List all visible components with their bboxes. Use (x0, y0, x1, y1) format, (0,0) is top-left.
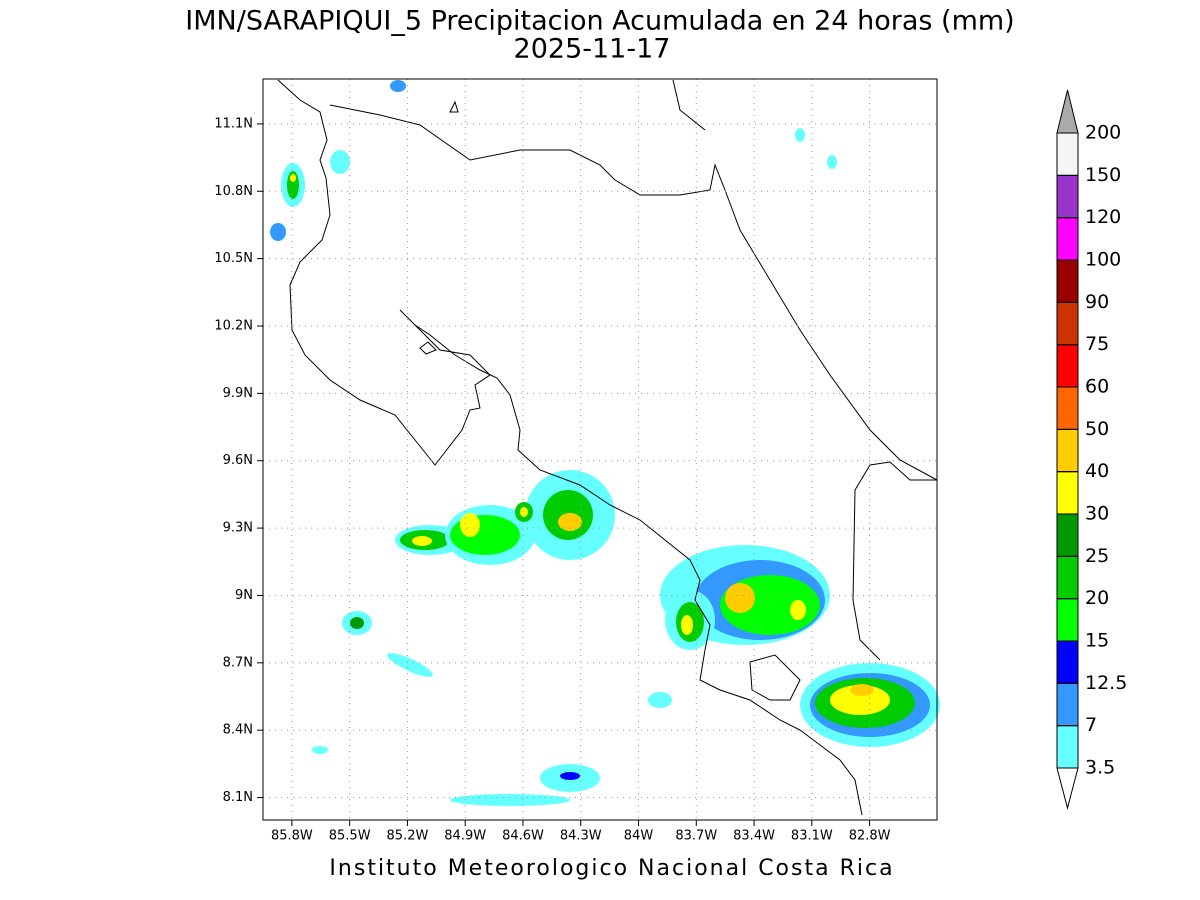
colorbar-box (1056, 640, 1079, 684)
colorbar-label: 90 (1085, 291, 1109, 313)
colorbar-box (1056, 386, 1079, 430)
y-tick-label: 9.3N (223, 521, 253, 536)
x-tick-label: 85.2W (387, 829, 429, 844)
x-tick-label: 85.5W (329, 829, 371, 844)
colorbar-box (1056, 132, 1079, 176)
colorbar-box (1056, 513, 1079, 557)
colorbar-label: 200 (1085, 122, 1121, 144)
y-tick-label: 8.4N (223, 723, 253, 738)
colorbar-label: 25 (1085, 545, 1109, 567)
y-tick-label: 8.1N (223, 790, 253, 805)
subtitle: 2025-11-17 (514, 34, 671, 65)
footer: Instituto Meteorologico Nacional Costa R… (329, 856, 894, 881)
colorbar-label: 120 (1085, 206, 1121, 228)
x-tick-label: 84.6W (502, 829, 544, 844)
colorbar-label: 150 (1085, 164, 1121, 186)
y-tick-label: 8.7N (223, 655, 253, 670)
x-tick-label: 84.9W (444, 829, 486, 844)
x-tick-label: 85.8W (271, 829, 313, 844)
x-tick-label: 83.7W (675, 829, 717, 844)
x-tick-label: 82.8W (849, 829, 891, 844)
coastlines (277, 79, 938, 816)
colorbar-box (1056, 471, 1079, 515)
colorbar-box (1056, 344, 1079, 388)
colorbar-label: 30 (1085, 503, 1109, 525)
colorbar-label: 7 (1085, 714, 1097, 736)
colorbar-box (1056, 174, 1079, 219)
colorbar-box (1056, 682, 1079, 727)
x-tick-label: 84.3W (560, 829, 602, 844)
y-tick-label: 9N (235, 588, 253, 603)
colorbar-box (1056, 555, 1079, 600)
rain-cells (270, 80, 940, 806)
colorbar-label: 3.5 (1085, 757, 1115, 779)
colorbar: 3.5 7 12.5 15 20 25 30 40 50 60 75 90 100 120 150 200 (1056, 89, 1127, 810)
colorbar-box (1056, 259, 1079, 303)
colorbar-label: 20 (1085, 587, 1109, 609)
colorbar-label: 50 (1085, 418, 1109, 440)
map-frame (262, 78, 938, 821)
title: IMN/SARAPIQUI_5 Precipitacion Acumulada … (185, 6, 1014, 37)
colorbar-arrow (1056, 767, 1079, 810)
colorbar-box (1056, 598, 1079, 642)
y-tick-label: 10.5N (214, 251, 253, 266)
colorbar-arrow (1056, 89, 1079, 134)
x-tick-label: 83.1W (791, 829, 833, 844)
colorbar-box (1056, 217, 1079, 261)
colorbar-label: 15 (1085, 630, 1109, 652)
colorbar-label: 40 (1085, 460, 1109, 482)
colorbar-box (1056, 428, 1079, 473)
colorbar-label: 60 (1085, 376, 1109, 398)
colorbar-box (1056, 725, 1079, 769)
map-axes: 85.8W 85.5W 85.2W 84.9W 84.6W 84.3W 84W 83.7W 83… (214, 79, 937, 844)
precipitation-field (270, 79, 940, 816)
colorbar-label: 75 (1085, 333, 1109, 355)
colorbar-label: 12.5 (1085, 672, 1127, 694)
y-tick-label: 10.8N (214, 184, 253, 199)
y-tick-label: 9.6N (223, 453, 253, 468)
y-tick-label: 10.2N (214, 319, 253, 334)
colorbar-label: 100 (1085, 249, 1121, 271)
x-tick-label: 84W (624, 829, 654, 844)
colorbar-box (1056, 301, 1079, 346)
y-tick-label: 9.9N (223, 386, 253, 401)
y-tick-label: 11.1N (214, 116, 253, 131)
x-tick-label: 83.4W (733, 829, 775, 844)
